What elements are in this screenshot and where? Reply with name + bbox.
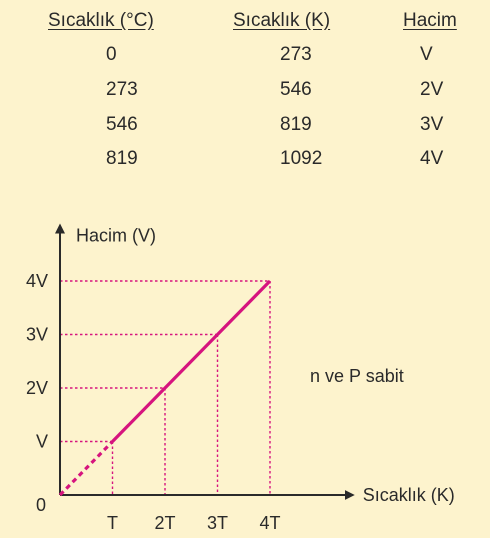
cell-kelvin: 273	[280, 44, 312, 65]
header-celsius: Sıcaklık (°C)	[48, 10, 154, 31]
cell-celsius: 273	[106, 79, 138, 100]
header-kelvin: Sıcaklık (K)	[233, 10, 331, 31]
y-tick-label: 4V	[26, 271, 48, 291]
cell-kelvin: 819	[280, 114, 312, 135]
annotation-text: n ve P sabit	[310, 366, 404, 386]
cell-volume: V	[420, 44, 433, 65]
cell-celsius: 0	[106, 44, 117, 65]
y-axis-label: Hacim (V)	[76, 226, 156, 246]
y-tick-label: V	[36, 432, 48, 452]
cell-celsius: 546	[106, 114, 138, 135]
guide-lines	[60, 280, 271, 495]
y-tick-label: 2V	[26, 378, 48, 398]
cell-celsius: 819	[106, 148, 138, 169]
x-tick-label: T	[107, 513, 118, 533]
cell-kelvin: 546	[280, 79, 312, 100]
origin-label: 0	[36, 495, 46, 515]
x-tick-label: 2T	[154, 513, 175, 533]
cell-volume: 4V	[420, 148, 444, 169]
y-tick-label: 3V	[26, 325, 48, 345]
x-tick-labels: T 2T 3T 4T	[107, 513, 281, 533]
cell-kelvin: 1092	[280, 148, 323, 169]
series-line-extrapolated	[58, 440, 114, 497]
data-table: Sıcaklık (°C) Sıcaklık (K) Hacim 0 273 V…	[0, 0, 490, 190]
y-tick-labels: V 2V 3V 4V	[26, 271, 48, 452]
x-tick-label: 4T	[259, 513, 280, 533]
x-axis-label: Sıcaklık (K)	[363, 485, 455, 505]
series-line	[111, 279, 272, 443]
header-volume: Hacim	[403, 10, 457, 31]
series-group	[58, 279, 272, 497]
x-tick-label: 3T	[207, 513, 228, 533]
cell-volume: 2V	[420, 79, 444, 100]
cell-volume: 3V	[420, 114, 444, 135]
